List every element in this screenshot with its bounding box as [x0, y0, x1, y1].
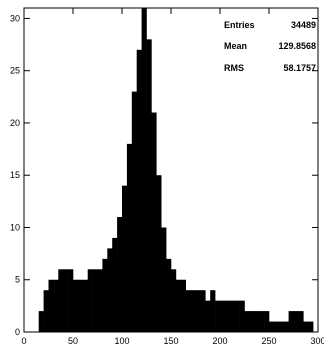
series-0-bar: [92, 269, 98, 332]
y-tick-label: 20: [10, 118, 20, 128]
x-tick-label: 100: [114, 336, 129, 346]
series-0-bar: [171, 269, 177, 332]
series-0-bar: [58, 269, 64, 332]
series-0-bar: [215, 300, 221, 332]
series-0-bar: [146, 39, 152, 333]
series-0-bar: [102, 258, 108, 332]
series-0-bar: [131, 91, 137, 332]
series-0-bar: [87, 269, 93, 332]
series-0-bar: [180, 279, 186, 332]
series-0-bar: [269, 321, 275, 332]
y-tick-label: 15: [10, 170, 20, 180]
x-tick-label: 300: [310, 336, 324, 346]
series-0-bar: [117, 217, 123, 332]
stats-rms-value: 58.1757: [283, 63, 316, 73]
series-0-bar: [283, 321, 289, 332]
stats-rms-label: RMS: [224, 63, 244, 73]
x-tick-label: 150: [163, 336, 178, 346]
stats-entries-value: 34489: [291, 20, 316, 30]
series-0-bar: [63, 269, 69, 332]
series-0-bar: [234, 300, 240, 332]
series-0-bar: [249, 311, 255, 332]
series-0-bar: [126, 143, 133, 332]
x-tick-label: 0: [21, 336, 26, 346]
stats-entries-label: Entries: [224, 20, 255, 30]
series-0-bar: [151, 112, 157, 332]
y-tick-label: 5: [15, 275, 20, 285]
series-0-bar: [53, 279, 59, 332]
series-0-bar: [48, 279, 54, 332]
stats-box: Entries 34489 Mean 129.8568 RMS 58.1757: [224, 20, 316, 73]
series-0-bar: [82, 279, 88, 332]
series-0-bar: [122, 185, 128, 332]
series-0-bar: [205, 300, 211, 332]
series-0-bar: [288, 311, 294, 332]
series-0-bar: [161, 227, 167, 332]
series-0-bar: [107, 248, 113, 332]
series-0-bar: [112, 237, 118, 332]
y-tick-label: 25: [10, 66, 20, 76]
series-0-bar: [298, 311, 304, 332]
series-0-bar: [141, 8, 147, 332]
series-0-bar: [200, 290, 206, 332]
series-0-bar: [97, 269, 103, 332]
series-0-bar: [185, 290, 191, 332]
series-0-bar: [38, 311, 44, 332]
series-0-bar: [273, 321, 280, 332]
x-tick-label: 200: [212, 336, 227, 346]
y-tick-label: 30: [10, 13, 20, 23]
y-axis: 0 5 10 15 20 25 30: [10, 13, 318, 337]
series-0-bar: [224, 300, 231, 332]
series-0-bar: [220, 300, 226, 332]
black-series: [38, 8, 314, 333]
series-0-bar: [195, 290, 201, 332]
series-0-bar: [244, 311, 250, 332]
series-0-bar: [136, 49, 142, 332]
series-0-bar: [254, 311, 260, 332]
series-0-bar: [293, 311, 299, 332]
series-0-bar: [43, 290, 49, 332]
x-tick-label: 250: [261, 336, 276, 346]
series-0-bar: [190, 290, 196, 332]
series-0-bar: [175, 279, 182, 332]
series-0-bar: [278, 321, 284, 332]
series-0-bar: [259, 311, 265, 332]
series-0-bar: [239, 300, 245, 332]
y-tick-label: 0: [15, 327, 20, 337]
series-0-bar: [156, 175, 162, 332]
series-0-bar: [68, 269, 74, 332]
series-0-bar: [210, 290, 216, 332]
series-0-bar: [303, 321, 309, 332]
stats-mean-value: 129.8568: [278, 41, 316, 51]
series-0-bar: [264, 311, 270, 332]
x-tick-label: 50: [68, 336, 78, 346]
x-axis: 0 50 100 150 200 250 300: [21, 8, 324, 346]
series-0-bar: [166, 258, 172, 332]
series-0-bar: [308, 321, 314, 332]
stats-mean-label: Mean: [224, 41, 247, 51]
series-0-bar: [229, 300, 235, 332]
y-tick-label: 10: [10, 222, 20, 232]
series-0-bar: [77, 279, 84, 332]
series-0-bar: [73, 279, 79, 332]
